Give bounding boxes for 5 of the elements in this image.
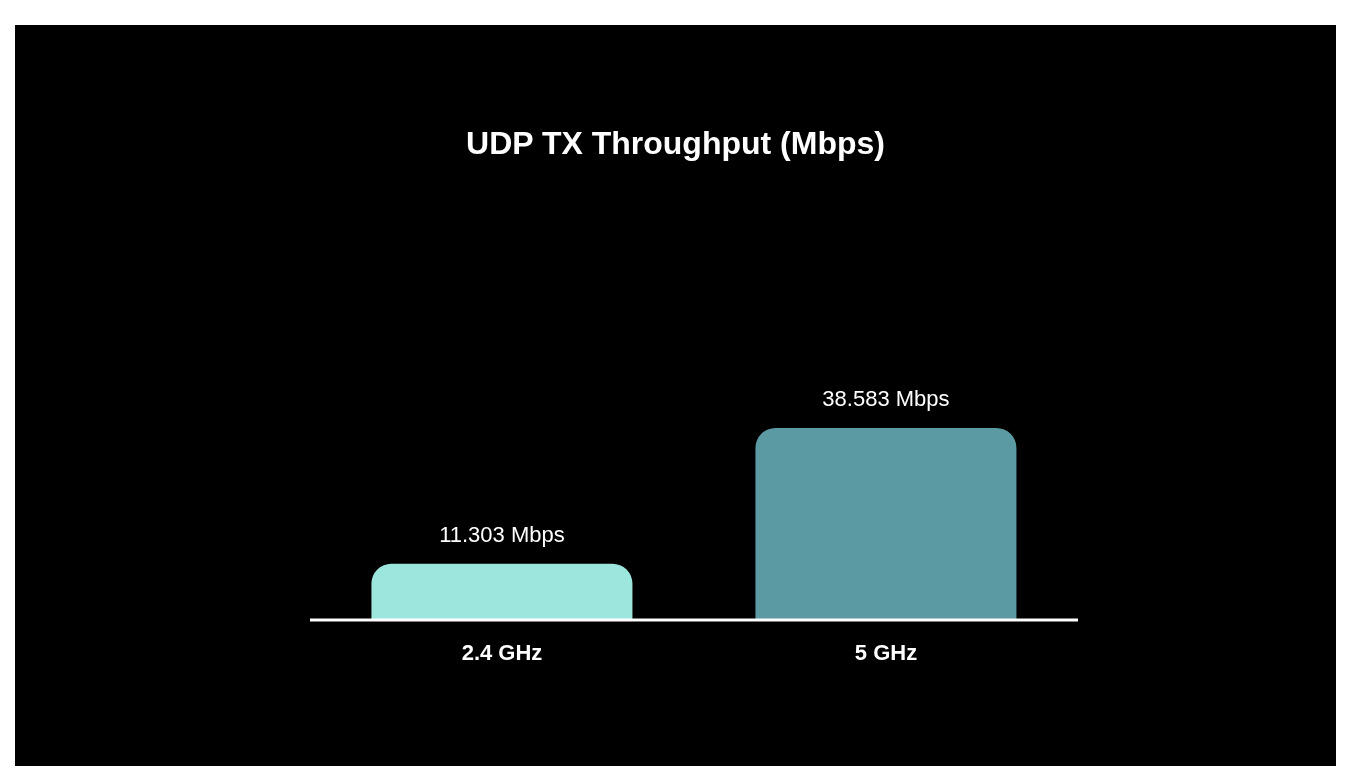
x-tick-label: 5 GHz xyxy=(854,639,918,665)
x-tick-label: 2.4 GHz xyxy=(461,639,543,665)
data-label: 38.583 Mbps xyxy=(822,385,950,411)
chart-title: UDP TX Throughput (Mbps) xyxy=(465,125,886,162)
data-label: 11.303 Mbps xyxy=(439,521,565,547)
